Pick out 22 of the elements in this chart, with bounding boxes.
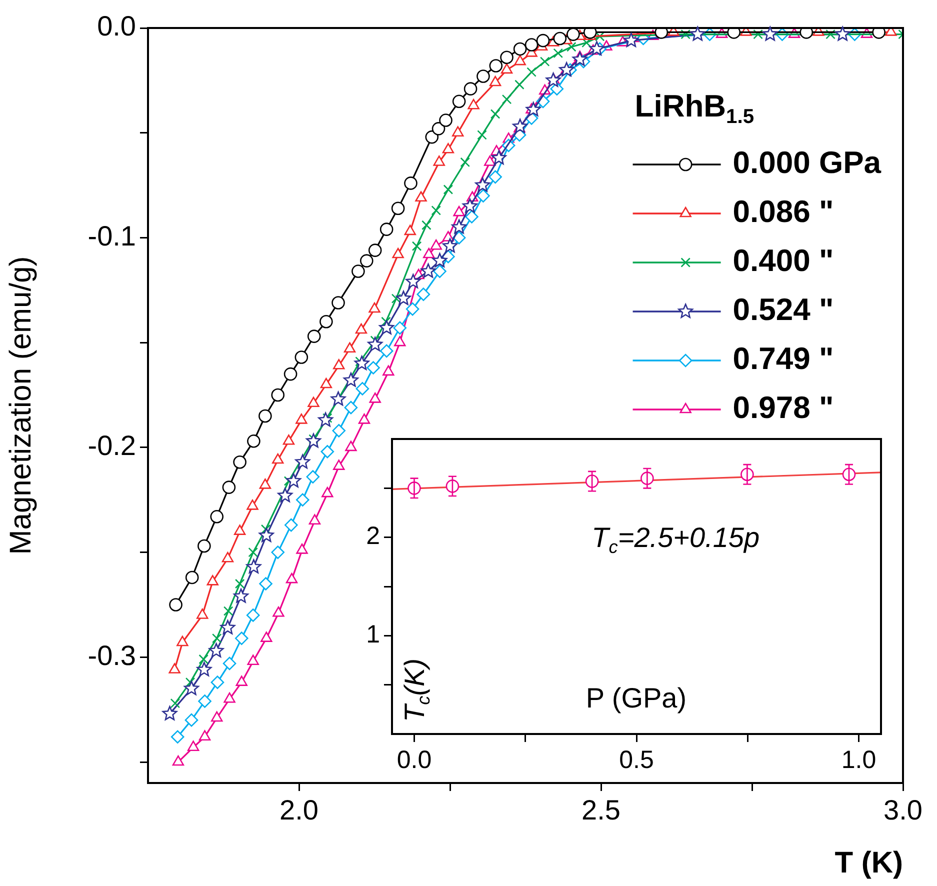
- x-tick-label: 0.5: [619, 746, 654, 774]
- x-axis-title: T (K): [834, 846, 903, 880]
- y-tick-label: -0.1: [88, 220, 136, 252]
- y-tick-label: 0.0: [97, 10, 136, 42]
- legend-label: 0.400 ": [732, 243, 834, 278]
- y-tick-label: 1: [366, 620, 380, 649]
- legend-label: 0.086 ": [732, 194, 834, 230]
- y-axis-title: Magnetization (emu/g): [4, 256, 38, 555]
- x-tick-label: 0.0: [396, 746, 432, 774]
- x-axis-title: P (GPa): [586, 682, 687, 714]
- y-tick-label: -0.3: [88, 640, 136, 671]
- y-tick-label: 2: [366, 522, 380, 550]
- legend-label: 0.524 ": [732, 292, 834, 328]
- x-tick-label: 1.0: [841, 746, 876, 774]
- legend-label: 0.000 GPa: [732, 145, 882, 180]
- y-tick-label: -0.2: [88, 430, 136, 462]
- x-tick-label: 3.0: [884, 794, 922, 826]
- legend-label: 0.749 ": [732, 341, 834, 376]
- x-tick-label: 2.0: [280, 794, 318, 826]
- legend-label: 0.978 ": [732, 390, 834, 426]
- x-tick-label: 2.5: [582, 794, 620, 826]
- y-axis-title: Tc(K): [398, 658, 434, 722]
